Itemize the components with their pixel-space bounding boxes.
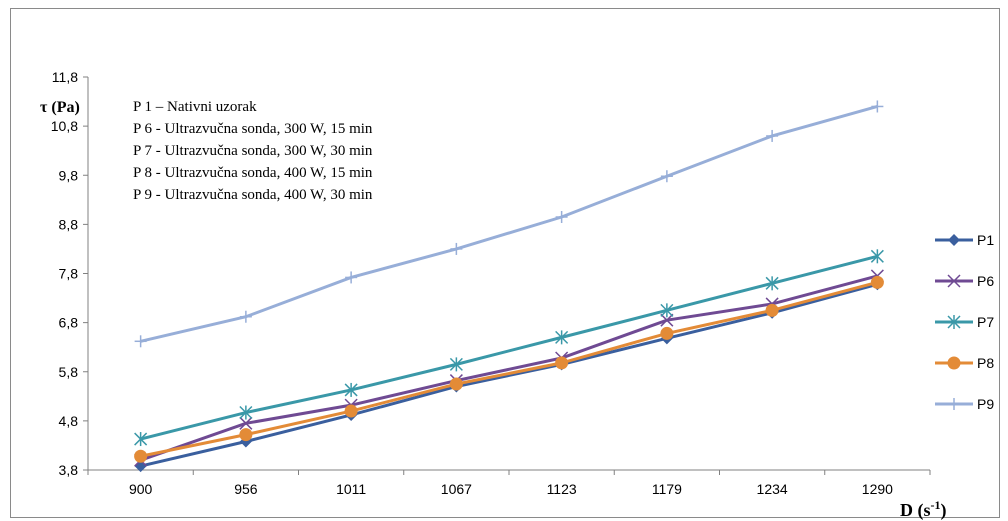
legend-label: P1 <box>977 232 994 248</box>
data-point <box>449 357 463 372</box>
data-point <box>660 313 674 327</box>
marker-stroke <box>239 416 253 430</box>
legend-marker <box>947 274 961 288</box>
annotations: P 1 – Nativni uzorak P 6 - Ultrazvučna so… <box>133 99 373 203</box>
data-point <box>134 432 148 447</box>
series-line <box>140 282 878 468</box>
series-layer <box>134 100 884 473</box>
y-tick-labels: 3,8 4,8 5,8 6,8 7,8 8,8 9,8 10,8 11,8 <box>51 69 88 478</box>
x-tick-label: 956 <box>234 481 258 497</box>
legend-item-p6: P6 <box>935 273 994 289</box>
legend-label: P7 <box>977 314 994 330</box>
y-tick-label: 7,8 <box>59 266 79 282</box>
annotation-line: P 7 - Ultrazvučna sonda, 300 W, 30 min <box>133 143 373 159</box>
y-tick-label: 8,8 <box>59 216 79 232</box>
y-axis-title: τ (Pa) <box>40 99 80 116</box>
data-point <box>660 326 674 340</box>
data-point <box>555 330 569 345</box>
data-point <box>344 382 358 397</box>
data-point <box>555 211 568 224</box>
series-line <box>140 280 878 458</box>
data-point <box>765 303 779 317</box>
data-point <box>134 449 148 463</box>
data-point <box>870 275 884 289</box>
data-point <box>765 276 779 291</box>
x-tick-label: 1011 <box>336 481 366 497</box>
data-point <box>345 271 358 284</box>
series-line <box>140 105 878 343</box>
data-point <box>134 335 147 348</box>
legend-label: P9 <box>977 396 994 412</box>
x-axis-title-close: ) <box>941 500 947 521</box>
y-tick-label: 5,8 <box>59 364 79 380</box>
data-point <box>555 356 569 370</box>
y-tick-label: 10,8 <box>51 118 78 134</box>
legend-marker <box>947 356 961 370</box>
chart-frame <box>10 8 1000 518</box>
data-point <box>449 377 463 391</box>
data-point <box>870 249 884 264</box>
x-tick-label: 900 <box>129 481 153 497</box>
axis-titles: τ (Pa) D (s-1) <box>40 99 947 521</box>
y-tick-label: 9,8 <box>59 167 79 183</box>
annotation-line: P 8 - Ultrazvučna sonda, 400 W, 15 min <box>133 165 373 181</box>
legend-item-p1: P1 <box>935 232 994 248</box>
data-point <box>871 100 884 113</box>
legend-marker <box>947 315 961 329</box>
y-tick-label: 3,8 <box>59 462 79 478</box>
x-tick-label: 1179 <box>652 481 682 497</box>
y-tick-label: 6,8 <box>59 315 79 331</box>
data-point <box>239 416 253 430</box>
series-line <box>140 254 878 441</box>
x-tick-label: 1067 <box>441 481 472 497</box>
data-point <box>660 303 674 318</box>
legend-marker <box>948 398 960 410</box>
annotation-line: P 6 - Ultrazvučna sonda, 300 W, 15 min <box>133 121 373 137</box>
legend-label: P8 <box>977 355 994 371</box>
y-tick-label: 11,8 <box>52 69 78 85</box>
x-tick-label: 1123 <box>547 481 577 497</box>
x-axis-title: D (s-1) <box>900 498 947 521</box>
series-p7 <box>134 249 884 447</box>
series-line <box>140 274 878 462</box>
annotation-line: P 9 - Ultrazvučna sonda, 400 W, 30 min <box>133 187 373 203</box>
marker-stroke <box>947 274 961 288</box>
x-axis-title-sup: -1 <box>931 498 941 512</box>
data-point <box>239 405 253 420</box>
x-tick-label: 1234 <box>757 481 788 497</box>
legend-marker <box>948 234 960 246</box>
series-p9 <box>134 100 884 348</box>
data-point <box>766 129 779 142</box>
y-tick-label: 4,8 <box>59 413 79 429</box>
marker-stroke <box>660 313 674 327</box>
legend: P1 P6 P7 P8 P9 <box>935 232 994 412</box>
legend-item-p8: P8 <box>935 355 994 371</box>
data-point <box>450 242 463 255</box>
x-tick-labels: 900 956 1011 1067 1123 1179 1234 1290 <box>87 470 931 497</box>
x-tick-label: 1290 <box>862 481 893 497</box>
annotation-line: P 1 – Nativni uzorak <box>133 99 257 115</box>
data-point <box>239 310 252 323</box>
x-axis-title-main: D (s <box>900 500 931 521</box>
legend-item-p9: P9 <box>935 396 994 412</box>
data-point <box>239 428 253 442</box>
data-point <box>660 170 673 183</box>
series-p8 <box>134 275 884 463</box>
data-point <box>344 404 358 418</box>
legend-label: P6 <box>977 273 994 289</box>
legend-item-p7: P7 <box>935 314 994 330</box>
